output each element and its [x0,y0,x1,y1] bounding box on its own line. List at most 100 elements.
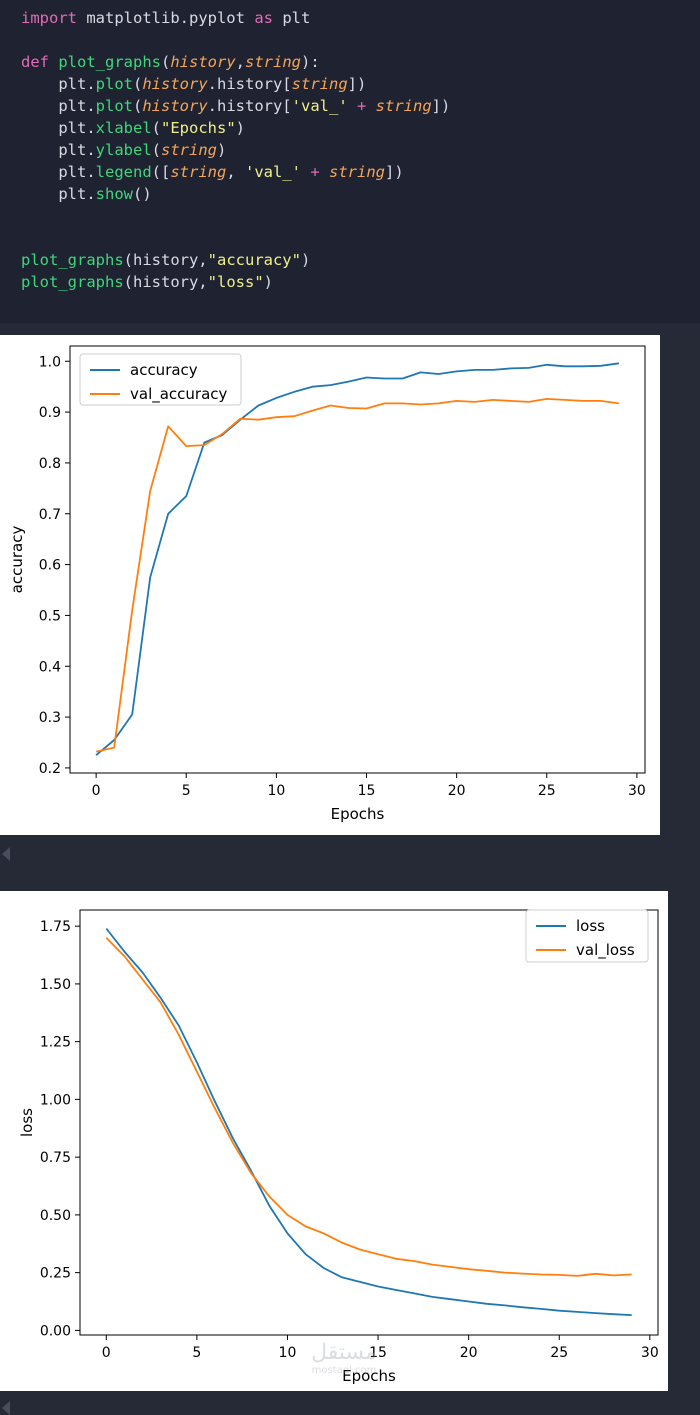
code-token: plt. [21,119,96,137]
code-line: plt.ylabel(string) [21,140,226,160]
code-token: ) [263,273,273,291]
y-tick-label: 0.8 [39,456,61,472]
y-tick-label: 0.4 [39,659,61,675]
code-token: ( [151,119,161,137]
code-token: import [21,9,77,27]
code-line: plt.xlabel("Epochs") [21,118,245,138]
code-line: def plot_graphs(history,string): [21,52,320,72]
code-token: "accuracy" [207,251,301,269]
y-tick-label: 0.25 [40,1266,71,1282]
series-line-accuracy [95,362,620,756]
series-line-val-loss [105,937,632,1277]
code-token: "Epochs" [161,119,236,137]
code-token: history [170,53,236,71]
series-line-loss [105,927,632,1316]
code-token: plt. [21,75,96,93]
code-token: string [245,53,302,71]
code-token: string [329,163,385,181]
code-token: , [226,163,245,181]
y-tick-label: 0.3 [39,710,61,726]
code-token: .history[ [207,97,292,115]
code-token: string [375,97,432,115]
code-token: show [95,185,133,203]
cell-gap [0,323,700,335]
x-axis-label: Epochs [342,1367,396,1385]
plot-frame [69,345,646,774]
x-tick-label: 20 [448,783,466,799]
x-tick-label: 5 [192,1345,201,1361]
code-line: plt.legend([string, 'val_' + string]) [21,162,404,182]
code-token: string [161,141,217,159]
code-line: plt.plot(history.history[string]) [21,74,366,94]
code-token: plot [95,75,133,93]
x-axis-label: Epochs [331,805,385,823]
code-token: history [142,97,208,115]
code-token: 'val_' [291,97,348,115]
code-token: plt. [21,185,96,203]
code-line: plot_graphs(history,"accuracy") [21,250,310,270]
legend: accuracy val_accuracy [79,353,242,406]
code-token: ( [132,97,143,115]
y-tick-label: 0.9 [39,405,61,421]
loss-plot-output: 0 5 10 15 20 25 30 0.00 0.25 0.50 0.75 1.00 1.25 1.50… [0,891,668,1391]
y-tick-label: 0.6 [39,558,61,574]
code-token: string [170,163,227,181]
x-tick-label: 25 [538,783,556,799]
accuracy-chart: 0 5 10 15 20 25 30 0.2 0.3 0.4 0.5 0.6 0.7 0.8 0.9 1.0 E… [8,345,646,823]
y-tick-label: 0.75 [40,1150,71,1166]
legend-label: accuracy [130,361,198,379]
code-token: plot_graphs [21,273,124,291]
x-tick-label: 15 [358,783,376,799]
x-tick-label: 10 [267,783,285,799]
y-tick-label: 1.0 [39,354,61,370]
y-tick-label: 1.50 [40,977,71,993]
code-token: ) [300,251,311,269]
x-tick-label: 20 [460,1345,478,1361]
code-token: ([ [151,163,171,181]
code-token: "loss" [207,273,264,291]
code-token: ]) [431,97,451,115]
y-tick-label: 0.2 [39,761,61,777]
y-tick-label: 1.00 [40,1092,71,1108]
y-tick-label: 0.5 [39,608,61,624]
watermark-latin: mostaql.com [311,1365,377,1376]
code-token: ( [161,53,171,71]
code-token: + [347,97,376,115]
code-token: as [254,9,273,27]
x-tick-label: 30 [641,1345,659,1361]
watermark-arabic: مستقل [311,1340,377,1365]
code-token: (history, [123,251,208,269]
scroll-left-icon[interactable] [2,847,10,861]
code-token: , [235,53,246,71]
code-token: string [291,75,348,93]
code-token: matplotlib.pyplot [77,9,255,27]
y-tick-label: 1.25 [40,1035,71,1051]
code-token [49,53,58,71]
code-token: xlabel [95,119,152,137]
code-token: ]) [385,163,404,181]
accuracy-plot-output: 0 5 10 15 20 25 30 0.2 0.3 0.4 0.5 0.6 0.7 0.8 0.9 1.0 E… [0,335,660,835]
y-axis-label: accuracy [8,526,26,594]
y-tick-label: 0.7 [39,507,61,523]
scroll-left-icon-2[interactable] [2,1401,10,1415]
y-tick-label: 1.75 [40,919,71,935]
code-token: ( [151,141,161,159]
legend: loss val_loss [525,909,649,963]
code-token: history [142,75,208,93]
code-token: (history, [123,273,208,291]
legend-label: val_accuracy [130,385,228,404]
legend-label: val_loss [576,941,635,960]
code-token: ( [132,75,143,93]
code-token: plt. [21,163,96,181]
legend-label: loss [576,917,605,935]
code-line: import matplotlib.pyplot as plt [21,8,310,28]
x-tick-label: 0 [102,1345,111,1361]
code-token: ylabel [95,141,152,159]
loss-chart: 0 5 10 15 20 25 30 0.00 0.25 0.50 0.75 1.00 1.25 1.50… [18,909,659,1385]
watermark-logo: مستقل mostaql.com [308,1341,380,1387]
code-token: 'val_' [245,163,301,181]
code-token: ) [235,119,245,137]
y-tick-label: 0.50 [40,1208,71,1224]
x-tick-label: 15 [369,1345,387,1361]
code-cell[interactable]: import matplotlib.pyplot as plt def plot_… [0,0,700,323]
